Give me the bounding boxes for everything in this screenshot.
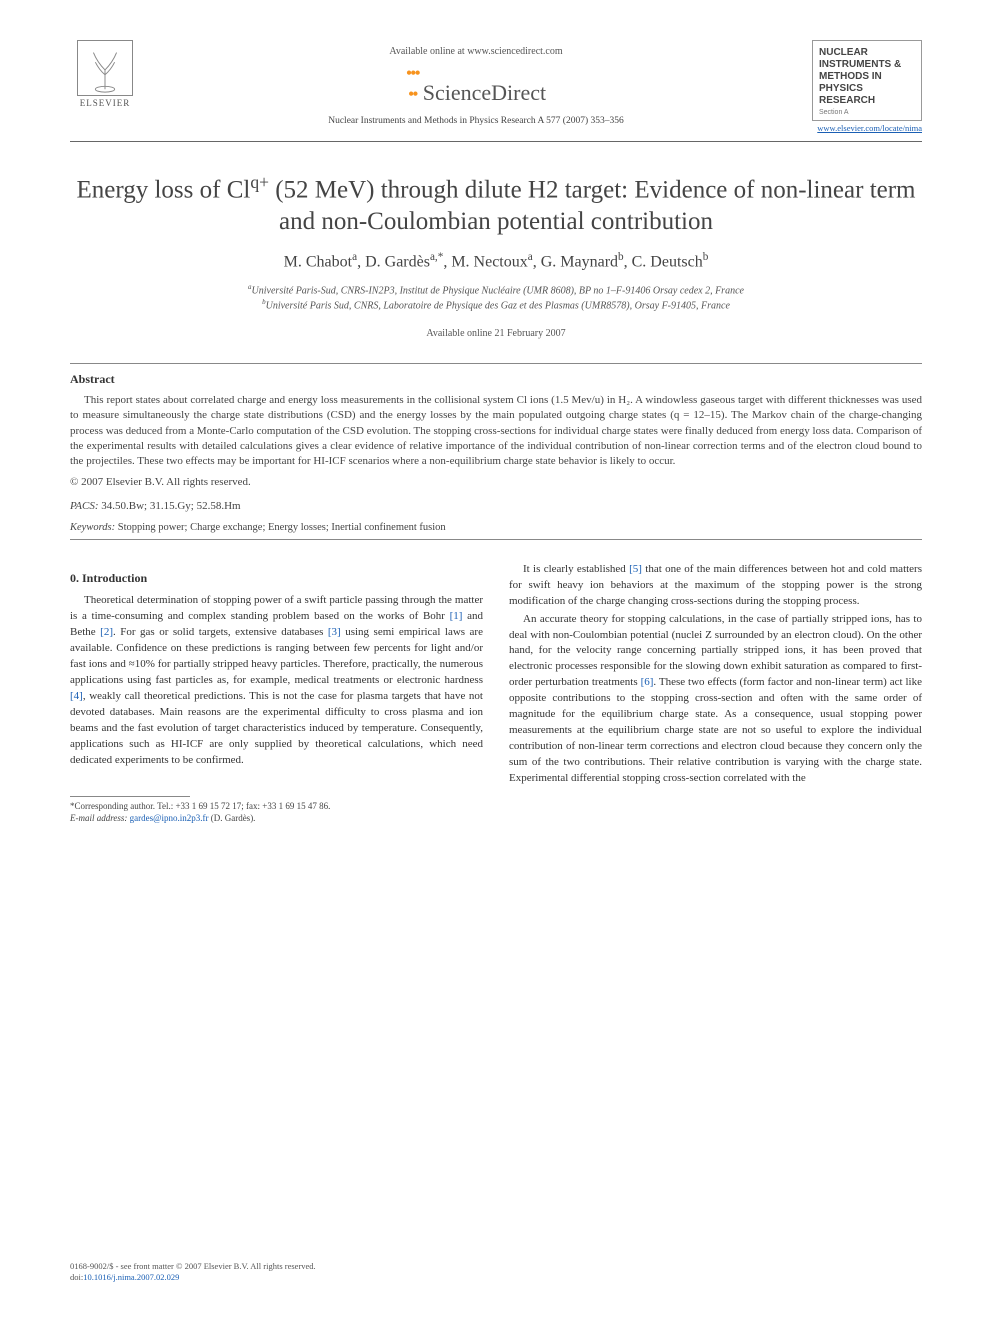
doi-line: doi:10.1016/j.nima.2007.02.029 xyxy=(70,1272,316,1283)
keywords-text: Stopping power; Charge exchange; Energy … xyxy=(118,522,446,533)
journal-box-wrapper: NUCLEAR INSTRUMENTS & METHODS IN PHYSICS… xyxy=(812,40,922,133)
ref-link-1[interactable]: [1] xyxy=(450,610,463,622)
header-rule xyxy=(70,141,922,142)
abstract-heading: Abstract xyxy=(70,372,922,387)
p3-text-2: . These two effects (form factor and non… xyxy=(509,676,922,784)
copyright-line: © 2007 Elsevier B.V. All rights reserved… xyxy=(70,476,922,488)
footnote-email-label: E-mail address: xyxy=(70,813,127,823)
p1-text-5: , weakly call theoretical predictions. T… xyxy=(70,690,483,766)
title-part2: (52 MeV) through dilute H2 target: Evide… xyxy=(269,176,916,234)
elsevier-label: ELSEVIER xyxy=(70,98,140,108)
journal-reference: Nuclear Instruments and Methods in Physi… xyxy=(140,116,812,126)
authors-list: M. Chabota, D. Gardèsa,*, M. Nectouxa, G… xyxy=(70,251,922,271)
ref-link-5[interactable]: [5] xyxy=(629,563,642,575)
abstract-bottom-rule xyxy=(70,539,922,540)
footnote-email-person: (D. Gardès). xyxy=(211,813,256,823)
pacs-line: PACS: 34.50.Bw; 31.15.Gy; 52.58.Hm xyxy=(70,500,922,512)
keywords-line: Keywords: Stopping power; Charge exchang… xyxy=(70,522,922,533)
title-part1: Energy loss of Cl xyxy=(76,176,250,203)
ref-link-4[interactable]: [4] xyxy=(70,690,83,702)
affiliation-a: aUniversité Paris-Sud, CNRS-IN2P3, Insti… xyxy=(70,283,922,298)
doi-label: doi: xyxy=(70,1272,83,1282)
intro-heading: 0. Introduction xyxy=(70,570,483,587)
page-header: ELSEVIER Available online at www.science… xyxy=(70,40,922,133)
elsevier-logo: ELSEVIER xyxy=(70,40,140,108)
keywords-label: Keywords: xyxy=(70,522,115,533)
intro-paragraph-1: Theoretical determination of stopping po… xyxy=(70,593,483,768)
journal-box: NUCLEAR INSTRUMENTS & METHODS IN PHYSICS… xyxy=(812,40,922,121)
sciencedirect-logo: ••••• ScienceDirect xyxy=(140,63,812,106)
affiliation-b: bUniversité Paris Sud, CNRS, Laboratoire… xyxy=(70,298,922,313)
center-header: Available online at www.sciencedirect.co… xyxy=(140,40,812,126)
column-left: 0. Introduction Theoretical determinatio… xyxy=(70,562,483,825)
doi-link[interactable]: 10.1016/j.nima.2007.02.029 xyxy=(83,1272,179,1282)
issn-line: 0168-9002/$ - see front matter © 2007 El… xyxy=(70,1261,316,1272)
elsevier-tree-icon xyxy=(77,40,133,96)
journal-link[interactable]: www.elsevier.com/locate/nima xyxy=(812,123,922,133)
affiliation-a-text: Université Paris-Sud, CNRS-IN2P3, Instit… xyxy=(252,285,744,296)
ref-link-6[interactable]: [6] xyxy=(641,676,654,688)
pacs-codes: 34.50.Bw; 31.15.Gy; 52.58.Hm xyxy=(101,500,240,512)
p1-text-3: . For gas or solid targets, extensive da… xyxy=(113,626,328,638)
footnote-corresponding: *Corresponding author. Tel.: +33 1 69 15… xyxy=(70,801,483,813)
pacs-label: PACS: xyxy=(70,500,99,512)
ref-link-3[interactable]: [3] xyxy=(328,626,341,638)
col2-paragraph-1: It is clearly established [5] that one o… xyxy=(509,562,922,610)
ref-link-2[interactable]: [2] xyxy=(100,626,113,638)
journal-box-title: NUCLEAR INSTRUMENTS & METHODS IN PHYSICS… xyxy=(819,47,915,107)
body-columns: 0. Introduction Theoretical determinatio… xyxy=(70,562,922,825)
footnote-rule xyxy=(70,796,190,797)
col2-paragraph-2: An accurate theory for stopping calculat… xyxy=(509,612,922,787)
abstract-text: This report states about correlated char… xyxy=(70,393,922,470)
available-date: Available online 21 February 2007 xyxy=(70,328,922,339)
sd-dots-icon: ••••• xyxy=(406,63,419,105)
journal-box-section: Section A xyxy=(819,109,915,116)
email-link[interactable]: gardes@ipno.in2p3.fr xyxy=(130,813,209,823)
affiliation-b-text: Université Paris Sud, CNRS, Laboratoire … xyxy=(266,301,730,312)
article-title: Energy loss of Clq+ (52 MeV) through dil… xyxy=(70,172,922,237)
footnote-email: E-mail address: gardes@ipno.in2p3.fr (D.… xyxy=(70,813,483,825)
available-online-text: Available online at www.sciencedirect.co… xyxy=(140,46,812,57)
title-superscript: q+ xyxy=(250,172,269,192)
p2-text-1: It is clearly established xyxy=(523,563,629,575)
column-right: It is clearly established [5] that one o… xyxy=(509,562,922,825)
sd-brand-text: ScienceDirect xyxy=(423,80,546,105)
abstract-top-rule xyxy=(70,363,922,364)
bottom-matter: 0168-9002/$ - see front matter © 2007 El… xyxy=(70,1261,316,1283)
p1-text-1: Theoretical determination of stopping po… xyxy=(70,594,483,622)
